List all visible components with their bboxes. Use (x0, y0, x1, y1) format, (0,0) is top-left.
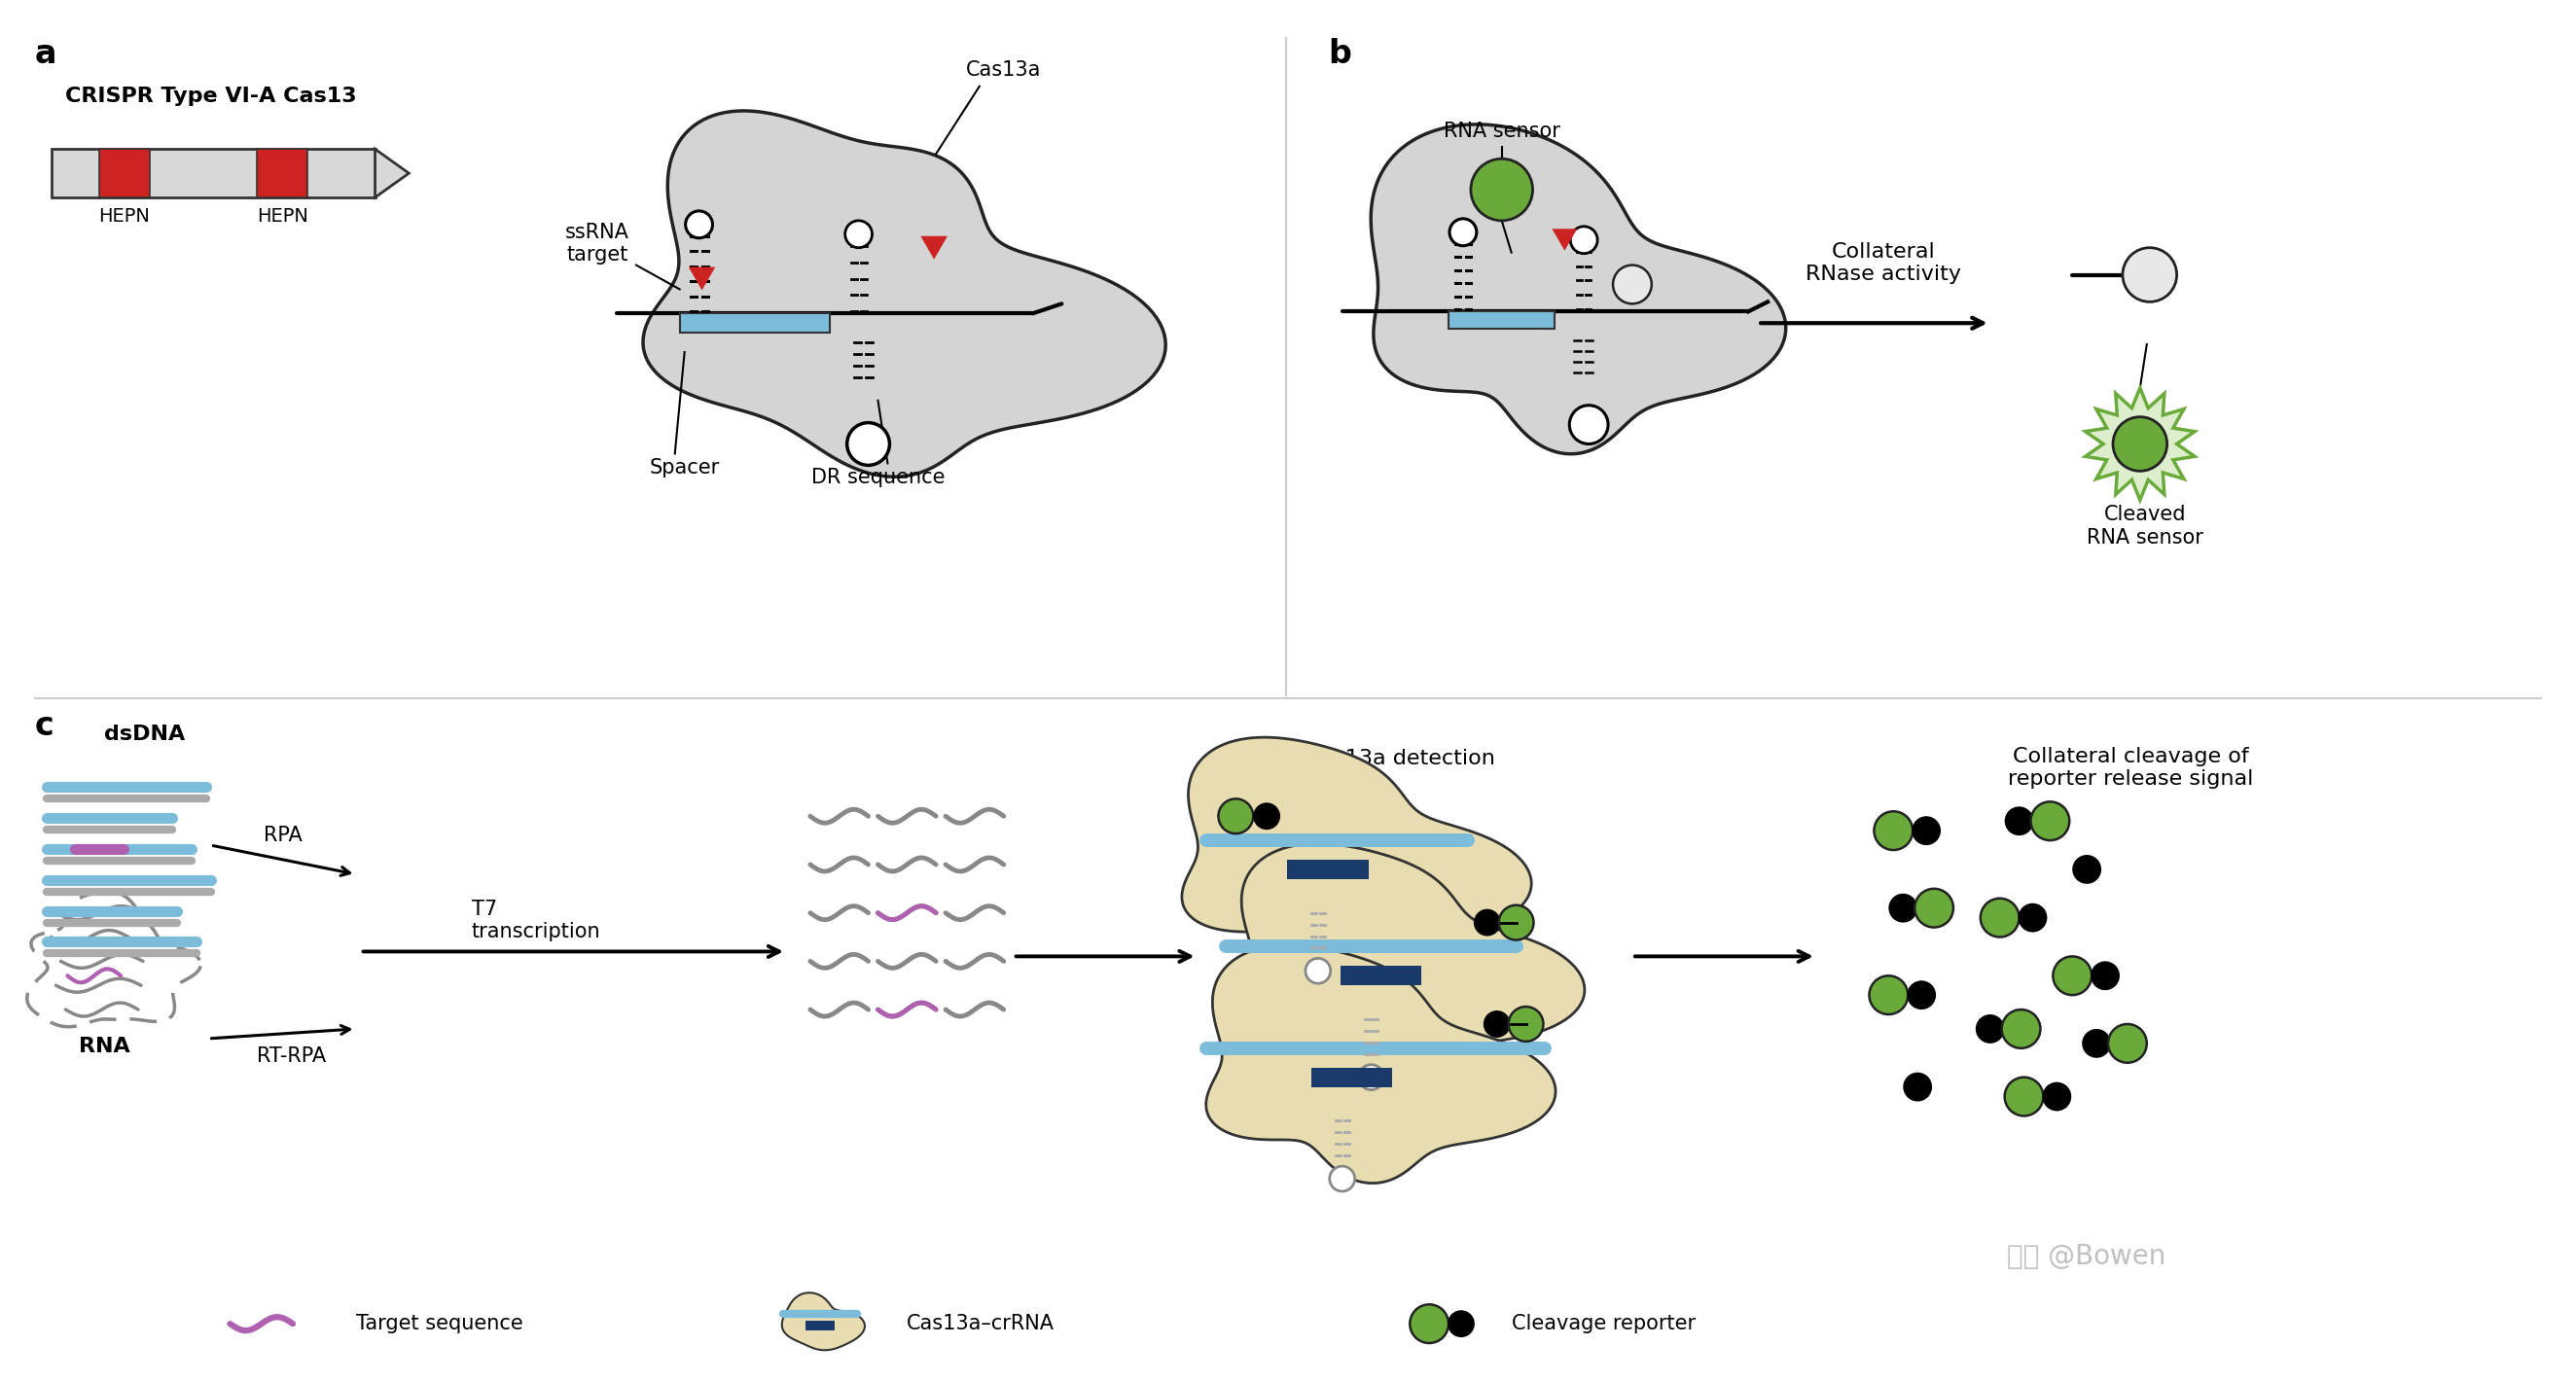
Circle shape (2004, 1077, 2043, 1116)
Text: RT-RPA: RT-RPA (258, 1047, 327, 1066)
Circle shape (1870, 976, 1909, 1015)
Circle shape (1613, 265, 1651, 304)
Text: F: F (1494, 181, 1507, 199)
Text: Cas13a: Cas13a (966, 59, 1041, 80)
Circle shape (1888, 894, 1917, 923)
Circle shape (1976, 1015, 2004, 1044)
Circle shape (1471, 159, 1533, 221)
Text: Q: Q (1625, 276, 1638, 293)
Circle shape (1569, 405, 1607, 443)
Text: ssRNA
target: ssRNA target (567, 222, 629, 265)
Circle shape (1875, 812, 1914, 851)
Bar (52, 149, 376, 197)
Bar (1288, 860, 1368, 880)
Circle shape (1981, 899, 2020, 938)
Circle shape (848, 423, 889, 465)
Text: a: a (33, 37, 57, 70)
Circle shape (2043, 1083, 2071, 1112)
Text: RPA: RPA (263, 826, 301, 845)
Text: Spacer: Spacer (649, 458, 719, 478)
Circle shape (1484, 1011, 1510, 1037)
Text: c: c (33, 710, 54, 742)
Circle shape (1499, 905, 1533, 940)
Bar (1448, 312, 1556, 329)
Text: b: b (1327, 37, 1350, 70)
Text: Cas13a–crRNA: Cas13a–crRNA (907, 1315, 1054, 1334)
Circle shape (845, 221, 873, 247)
Bar (1311, 1068, 1394, 1087)
Circle shape (2002, 1010, 2040, 1048)
Text: RNA: RNA (80, 1037, 129, 1056)
Text: Cleavage reporter: Cleavage reporter (1512, 1315, 1695, 1334)
Circle shape (1252, 802, 1280, 830)
Circle shape (1409, 1305, 1448, 1344)
Text: Collateral
RNase activity: Collateral RNase activity (1806, 242, 1960, 284)
Circle shape (1571, 226, 1597, 254)
Circle shape (1358, 1065, 1383, 1090)
Text: DR sequence: DR sequence (811, 468, 945, 487)
Polygon shape (376, 149, 410, 197)
Text: Target sequence: Target sequence (355, 1315, 523, 1334)
Circle shape (2092, 961, 2120, 990)
Circle shape (2030, 802, 2069, 841)
Circle shape (2071, 855, 2102, 884)
Text: 知乎 @Bowen: 知乎 @Bowen (2007, 1243, 2166, 1269)
Text: Cas13a detection: Cas13a detection (1306, 749, 1494, 768)
Polygon shape (1182, 737, 1530, 975)
Circle shape (1448, 1311, 1473, 1337)
Circle shape (2107, 1025, 2146, 1063)
Text: dsDNA: dsDNA (103, 724, 185, 744)
Circle shape (2053, 957, 2092, 996)
Circle shape (1911, 816, 1940, 845)
Bar (680, 313, 829, 333)
Bar (1340, 967, 1422, 986)
Text: Collateral cleavage of
reporter release signal: Collateral cleavage of reporter release … (2007, 747, 2254, 789)
Polygon shape (644, 110, 1167, 476)
Circle shape (1510, 1007, 1543, 1041)
Circle shape (2112, 417, 2166, 471)
Text: Cleaved
RNA sensor: Cleaved RNA sensor (2087, 505, 2202, 547)
Circle shape (2081, 1029, 2110, 1058)
Circle shape (1306, 958, 1332, 983)
Circle shape (2017, 903, 2048, 932)
Circle shape (1473, 909, 1502, 936)
Polygon shape (26, 892, 201, 1027)
Polygon shape (1370, 124, 1785, 454)
Polygon shape (783, 1293, 866, 1351)
Circle shape (1906, 981, 1937, 1010)
Bar (258, 149, 307, 197)
Circle shape (1329, 1166, 1355, 1192)
Text: F: F (2133, 435, 2146, 453)
Bar (100, 149, 149, 197)
Circle shape (2123, 247, 2177, 302)
Text: Q: Q (2143, 265, 2156, 284)
Text: RNA sensor: RNA sensor (1443, 122, 1561, 141)
Polygon shape (2087, 388, 2195, 500)
Circle shape (1914, 889, 1953, 928)
Polygon shape (1234, 844, 1584, 1081)
Circle shape (2004, 807, 2032, 836)
Circle shape (1218, 798, 1252, 834)
Circle shape (1904, 1073, 1932, 1102)
Circle shape (1450, 218, 1476, 246)
Bar (806, 1320, 835, 1330)
Text: HEPN: HEPN (258, 207, 309, 226)
Polygon shape (1206, 945, 1556, 1184)
Circle shape (685, 211, 714, 238)
Text: T7
transcription: T7 transcription (471, 899, 600, 942)
Text: CRISPR Type VI-A Cas13: CRISPR Type VI-A Cas13 (64, 86, 355, 105)
Text: HEPN: HEPN (98, 207, 149, 226)
